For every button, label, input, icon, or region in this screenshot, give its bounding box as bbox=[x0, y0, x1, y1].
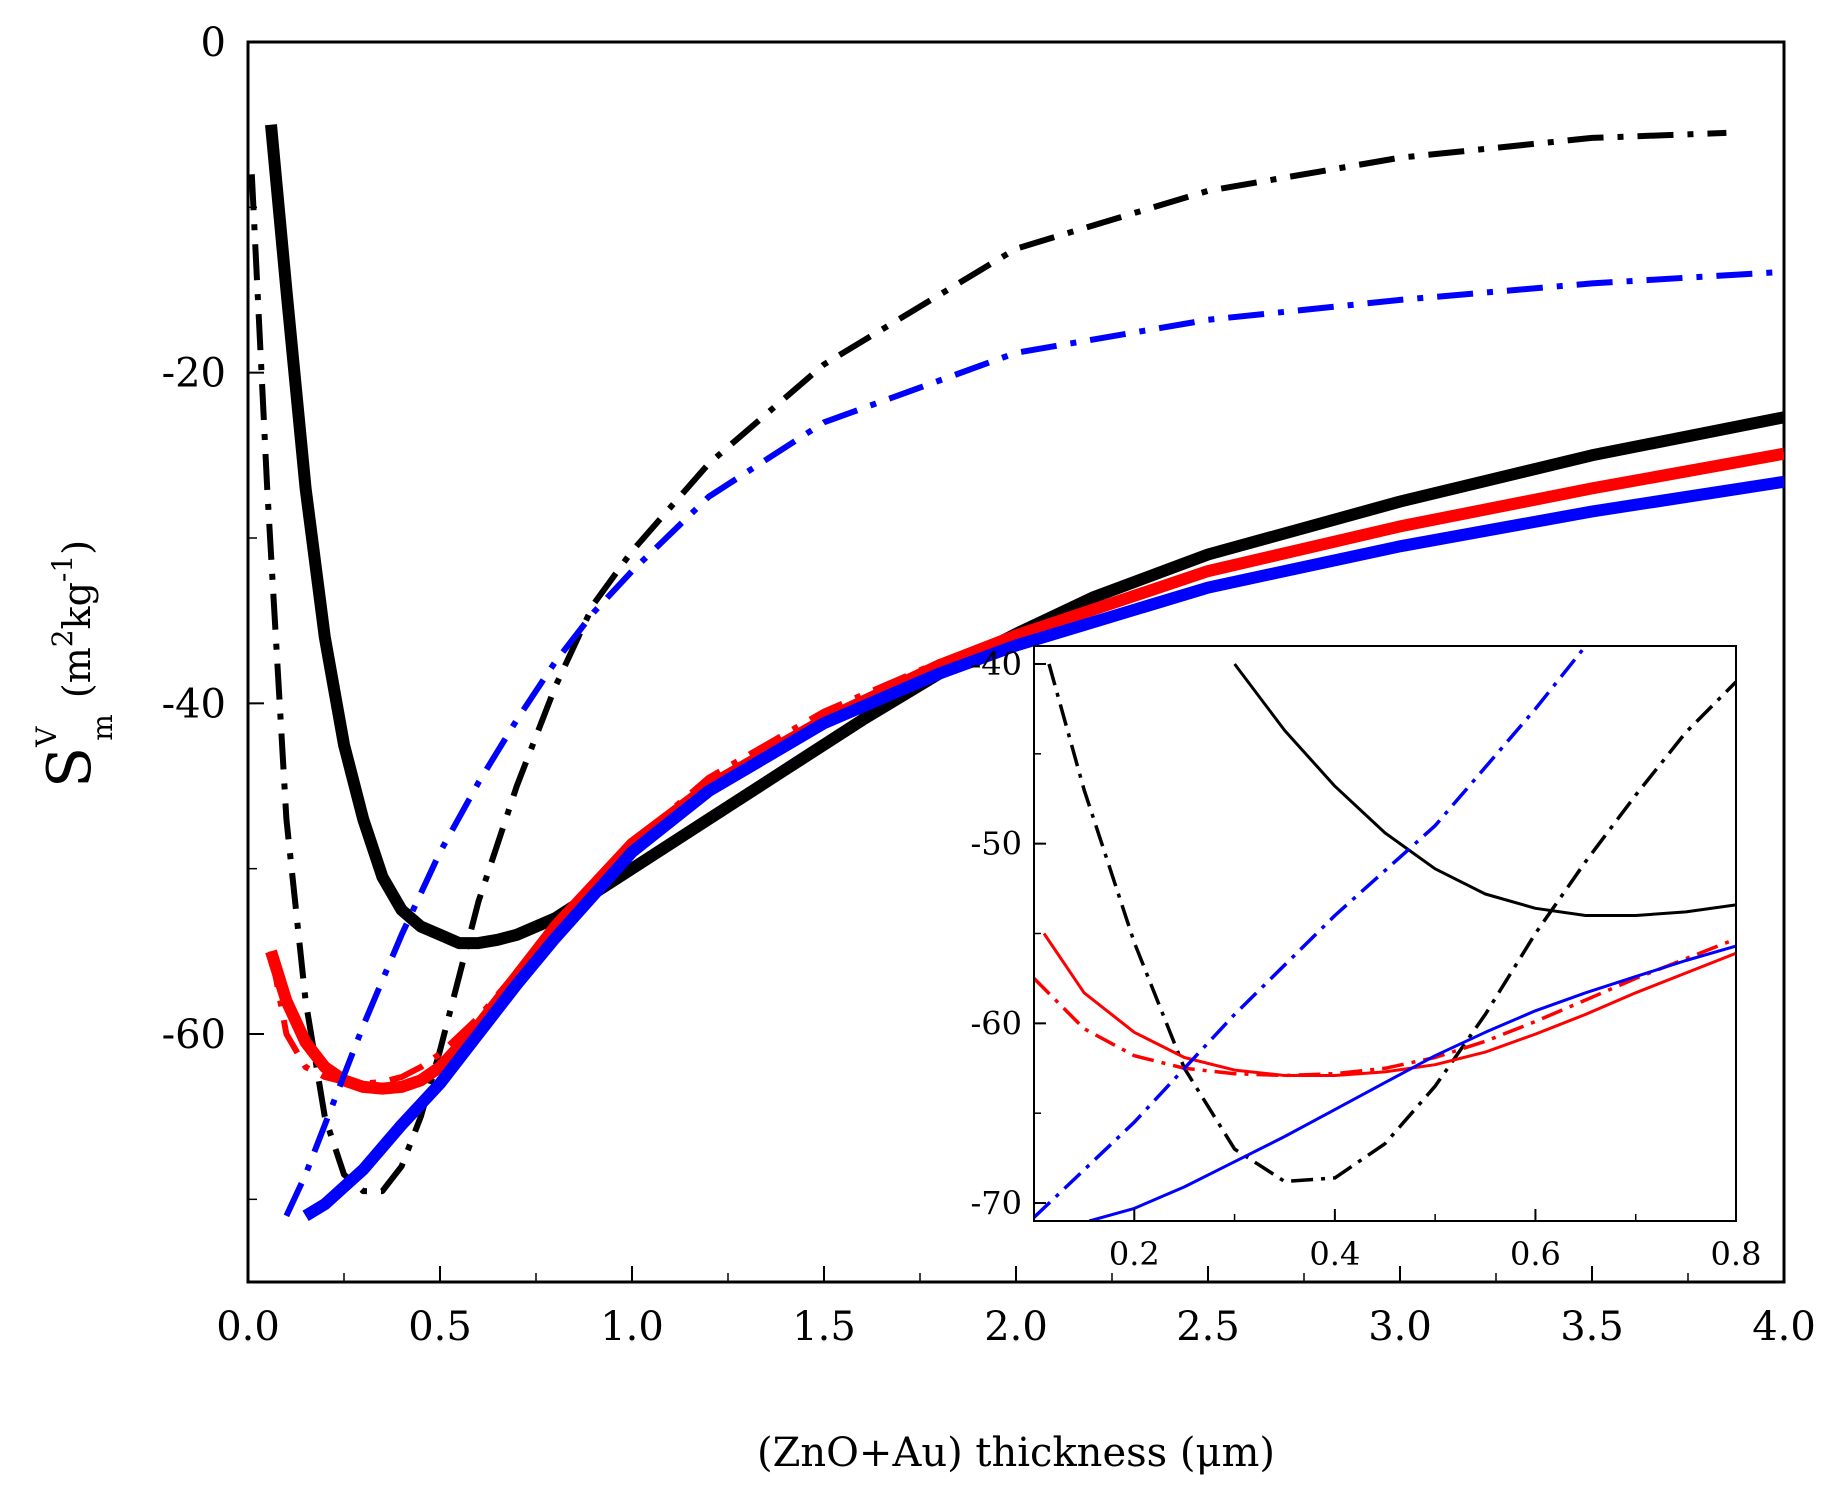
y-tick-label: -70 bbox=[970, 1184, 1022, 1222]
y-tick-label: -60 bbox=[162, 1012, 226, 1058]
x-tick-label: 0.2 bbox=[1109, 1235, 1160, 1273]
x-tick-label: 1.0 bbox=[600, 1304, 664, 1350]
x-tick-label: 2.0 bbox=[984, 1304, 1048, 1350]
inset-background bbox=[1034, 646, 1736, 1221]
x-tick-label: 0.4 bbox=[1309, 1235, 1360, 1273]
series-line-5 bbox=[283, 268, 1784, 1218]
y-label-symbol: S bbox=[35, 747, 105, 788]
y-label-subscript: m bbox=[86, 714, 119, 741]
main-y-axis: 0 -20 -40 -60 bbox=[162, 20, 264, 1201]
x-tick-label: 0.5 bbox=[408, 1304, 472, 1350]
x-tick-label: 1.5 bbox=[792, 1304, 856, 1350]
main-x-axis: 0.0 0.5 1.0 1.5 2.0 2.5 3.0 3.5 4.0 bbox=[216, 1266, 1816, 1350]
series-line-1 bbox=[248, 129, 1727, 1195]
x-tick-label: 3.5 bbox=[1560, 1304, 1624, 1350]
inset-y-axis: -40 -50 -60 -70 bbox=[970, 645, 1046, 1222]
series-line-1 bbox=[1047, 663, 1736, 1184]
x-axis-title: (ZnO+Au) thickness (μm) bbox=[757, 1430, 1275, 1476]
x-tick-label: 0.6 bbox=[1510, 1235, 1561, 1273]
y-tick-label: 0 bbox=[201, 20, 226, 66]
y-label-units-close: ) bbox=[55, 540, 99, 555]
y-label-units-exp2: -1 bbox=[46, 555, 79, 582]
x-tick-label: 0.0 bbox=[216, 1304, 280, 1350]
inset-plot: 0.2 0.4 0.6 0.8 -40 -50 -60 -70 bbox=[970, 645, 1761, 1273]
series-line-4 bbox=[1088, 944, 1736, 1221]
y-tick-label: -50 bbox=[970, 825, 1022, 863]
series-line-2 bbox=[1042, 932, 1736, 1077]
y-tick-label: -60 bbox=[970, 1004, 1022, 1042]
y-label-units-exp1: 2 bbox=[46, 629, 79, 647]
series-line-0 bbox=[265, 124, 1784, 950]
y-tick-label: -40 bbox=[970, 645, 1022, 683]
y-axis-title: SV m (m2kg-1) bbox=[30, 540, 119, 788]
y-label-units: (m bbox=[55, 647, 99, 698]
y-axis-title-text: SV m (m2kg-1) bbox=[30, 540, 119, 788]
series-line-4 bbox=[302, 475, 1784, 1222]
series-line-5 bbox=[1034, 646, 1587, 1219]
series-line-0 bbox=[1233, 663, 1736, 917]
x-tick-label: 2.5 bbox=[1176, 1304, 1240, 1350]
x-tick-label: 4.0 bbox=[1752, 1304, 1816, 1350]
inset-series-group bbox=[1034, 646, 1736, 1221]
main-plot: 0.0 0.5 1.0 1.5 2.0 2.5 3.0 3.5 4.0 0 -20 -40 -60 (… bbox=[30, 20, 1816, 1476]
inset-x-axis: 0.2 0.4 0.6 0.8 bbox=[1033, 1209, 1762, 1273]
x-tick-label: 0.8 bbox=[1711, 1235, 1762, 1273]
y-tick-label: -40 bbox=[162, 681, 226, 727]
main-series-group bbox=[248, 124, 1784, 1222]
series-line-3 bbox=[268, 627, 1056, 1087]
y-label-superscript: V bbox=[30, 726, 63, 748]
y-label-units-mid: kg bbox=[55, 582, 99, 629]
series-line-3 bbox=[1034, 937, 1736, 1078]
x-tick-label: 3.0 bbox=[1368, 1304, 1432, 1350]
y-tick-label: -20 bbox=[162, 351, 226, 397]
